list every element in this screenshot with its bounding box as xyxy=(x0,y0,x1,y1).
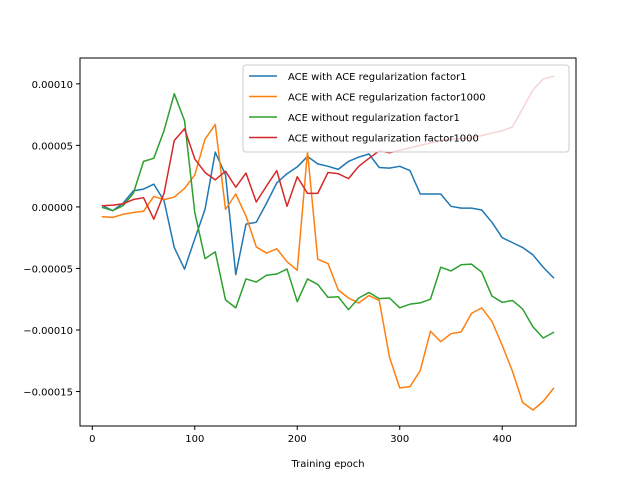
series-line-3 xyxy=(101,92,555,339)
series-line-2 xyxy=(101,123,555,411)
series-line-1 xyxy=(101,151,555,279)
y-axis-ticks: −0.00015 −0.00010 −0.00005 0.00000 0.00005 0.… xyxy=(23,80,80,399)
x-tick-label: 400 xyxy=(493,434,512,445)
legend: ACE with ACE regularization factor1 ACE w… xyxy=(242,64,570,153)
series-layer xyxy=(101,75,555,411)
legend-box xyxy=(242,64,570,153)
y-tick-label: 0.00010 xyxy=(32,80,73,91)
plot-frame xyxy=(79,57,577,427)
legend-label-4: ACE without regularization factor1000 xyxy=(288,134,479,145)
x-tick-label: 0 xyxy=(89,434,95,445)
y-tick-label: 0.00000 xyxy=(32,203,73,214)
x-axis-ticks: 0 100 200 300 400 xyxy=(89,426,512,445)
x-axis-label: Training epoch xyxy=(290,459,364,470)
x-tick-label: 300 xyxy=(390,434,409,445)
legend-label-1: ACE with ACE regularization factor1 xyxy=(288,72,467,83)
y-tick-label: 0.00005 xyxy=(32,141,73,152)
legend-label-2: ACE with ACE regularization factor1000 xyxy=(288,93,486,104)
y-tick-label: −0.00010 xyxy=(23,326,73,337)
x-tick-label: 200 xyxy=(288,434,307,445)
legend-label-3: ACE without regularization factor1 xyxy=(288,113,460,124)
y-tick-label: −0.00015 xyxy=(23,388,73,399)
y-tick-label: −0.00005 xyxy=(23,264,73,275)
x-tick-label: 100 xyxy=(185,434,204,445)
